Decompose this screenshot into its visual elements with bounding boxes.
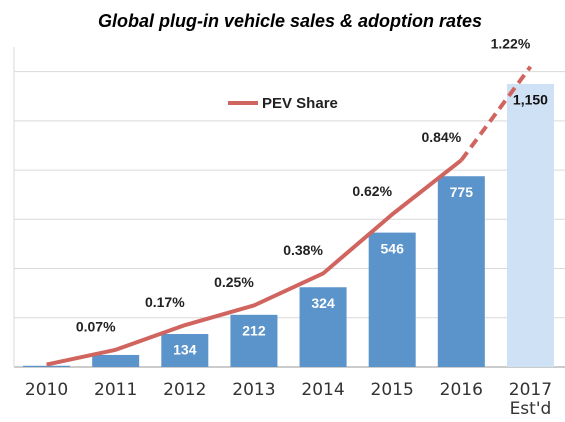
x-tick-label: 2010 <box>24 380 69 400</box>
bar-value-label: 134 <box>173 342 197 358</box>
bar-value-label: 212 <box>242 323 266 339</box>
bar <box>161 334 209 367</box>
bar <box>92 354 140 367</box>
bar <box>437 176 485 367</box>
x-tick-label: 2015 <box>370 380 414 400</box>
x-tick-label: 2017 Est'd <box>508 380 553 419</box>
bar <box>23 365 71 367</box>
chart-title: Global plug-in vehicle sales & adoption … <box>98 11 482 31</box>
bar <box>368 232 416 367</box>
legend-label: PEV Share <box>262 95 338 112</box>
line-value-label: 1.22% <box>491 35 531 51</box>
bar <box>230 314 278 367</box>
x-tick-label: 2012 <box>163 380 207 400</box>
line-value-label: 0.38% <box>283 242 323 258</box>
x-tick-label: 2014 <box>301 380 345 400</box>
line-value-label: 0.84% <box>421 129 461 145</box>
bar-value-label: 546 <box>381 240 405 256</box>
x-tick-label: 2011 <box>94 380 138 400</box>
x-tick-label: 2013 <box>232 380 276 400</box>
line-estimate <box>459 65 533 162</box>
line-value-label: 0.25% <box>214 274 254 290</box>
bar-value-label: 324 <box>311 295 335 311</box>
bar <box>506 83 554 367</box>
line-value-label: 0.17% <box>145 294 185 310</box>
x-tick-label: 2016 <box>439 380 483 400</box>
line <box>46 158 463 367</box>
bar-value-label: 775 <box>450 184 474 200</box>
line-value-label: 0.62% <box>352 183 392 199</box>
bar-value-label: 1,150 <box>513 92 548 108</box>
bar <box>299 287 347 367</box>
line-value-label: 0.07% <box>76 318 116 334</box>
